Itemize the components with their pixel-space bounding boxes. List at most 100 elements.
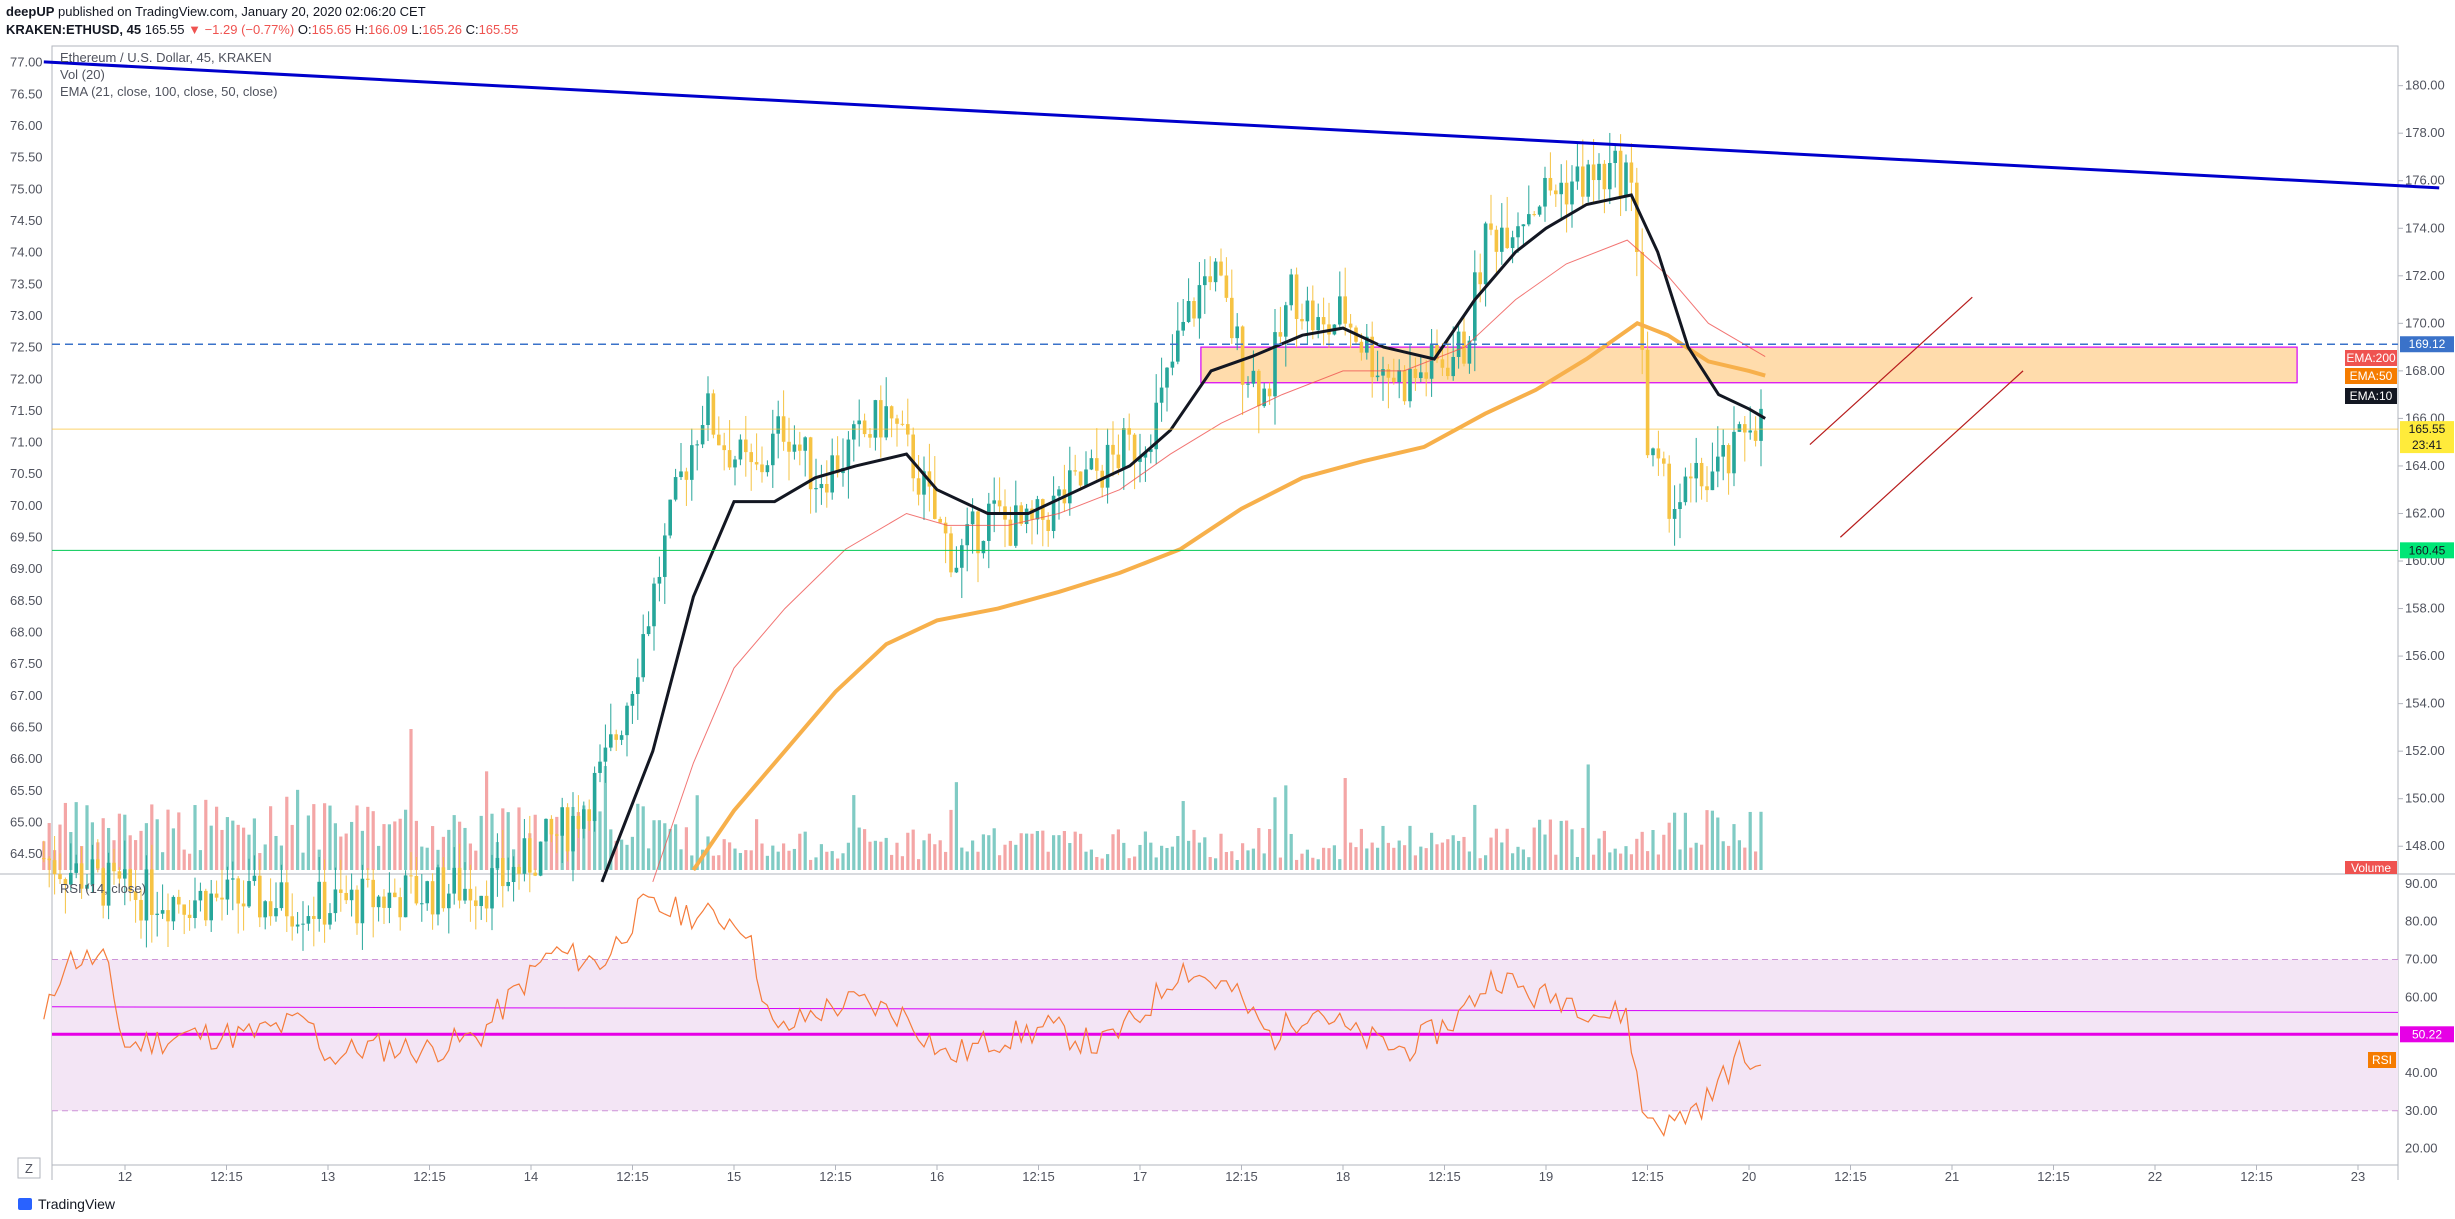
candle-body bbox=[101, 868, 105, 906]
right-price-axis[interactable]: 180.00 178.00 176.00 174.00 172.00 170.00 168.… bbox=[2398, 78, 2445, 854]
candle-body bbox=[231, 878, 235, 880]
volume-bar bbox=[1170, 846, 1174, 870]
candle-body bbox=[555, 834, 559, 836]
footer: TradingView bbox=[18, 1196, 115, 1212]
candle-body bbox=[1451, 356, 1455, 377]
candle-body bbox=[1759, 408, 1763, 441]
time-axis[interactable]: 12 12:15 13 12:15 14 12:15 15 12:15 16 12:15 17 12:… bbox=[118, 1165, 2365, 1184]
candle-body bbox=[241, 903, 246, 907]
candle-body bbox=[1581, 166, 1585, 197]
volume-bar bbox=[879, 841, 883, 870]
volume-bar bbox=[911, 829, 915, 870]
time-axis-tick: 13 bbox=[321, 1169, 335, 1184]
candle-body bbox=[382, 896, 386, 908]
right-axis-tick: 180.00 bbox=[2405, 78, 2445, 93]
volume-bar bbox=[1532, 827, 1536, 870]
z-button[interactable] bbox=[17, 1157, 41, 1179]
time-axis-tick: 12:15 bbox=[819, 1169, 852, 1184]
candle-body bbox=[609, 734, 613, 748]
candle-body bbox=[922, 471, 926, 495]
right-axis-tick: 170.00 bbox=[2405, 315, 2445, 330]
volume-bar bbox=[641, 806, 645, 870]
volume-bar bbox=[798, 833, 802, 870]
candle-body bbox=[1397, 370, 1401, 383]
ema50-tag bbox=[2345, 368, 2397, 384]
volume-bar bbox=[398, 818, 402, 870]
candle-body bbox=[220, 897, 224, 900]
candle-body bbox=[1710, 471, 1715, 491]
volume-bar bbox=[1721, 841, 1725, 870]
volume-bar bbox=[139, 830, 143, 870]
candle-body bbox=[1224, 275, 1229, 298]
volume-bar bbox=[431, 826, 435, 870]
candle-body bbox=[96, 859, 100, 869]
candle-body bbox=[1127, 428, 1131, 435]
candle-body bbox=[1543, 177, 1547, 207]
volume-bar bbox=[350, 821, 354, 870]
candle-body bbox=[1489, 223, 1493, 230]
volume-bar bbox=[992, 828, 996, 870]
candle-body bbox=[1554, 190, 1558, 195]
candle-body bbox=[1165, 367, 1169, 388]
candle-body bbox=[1597, 163, 1601, 181]
candle-body bbox=[1024, 508, 1029, 525]
left-axis-tick: 75.50 bbox=[10, 150, 43, 165]
volume-bar bbox=[1673, 812, 1677, 870]
volume-bar bbox=[852, 795, 856, 870]
candle-body bbox=[738, 439, 743, 460]
publish-header: deepUP published on TradingView.com, Jan… bbox=[6, 4, 426, 19]
left-price-axis[interactable]: 77.00 76.50 76.00 75.50 75.00 74.50 74.00 73.50… bbox=[10, 55, 43, 862]
candle-body bbox=[393, 892, 397, 898]
volume-bar bbox=[290, 824, 294, 870]
ema50-tag-text: EMA:50 bbox=[2350, 369, 2393, 383]
candle-body bbox=[1694, 462, 1698, 479]
volume-bar bbox=[285, 796, 289, 870]
candle-body bbox=[193, 900, 197, 918]
low-value: 165.26 bbox=[422, 22, 462, 37]
candle-body bbox=[960, 545, 964, 568]
volume-bar bbox=[1500, 842, 1504, 870]
brand-text[interactable]: TradingView bbox=[38, 1196, 116, 1212]
candle-body bbox=[1219, 261, 1223, 276]
symbol-label: KRAKEN:ETHUSD, 45 bbox=[6, 22, 142, 37]
rsi-legend: RSI (14, close) bbox=[60, 881, 146, 896]
volume-bar bbox=[1165, 847, 1169, 870]
volume-bar bbox=[371, 811, 375, 870]
volume-bar bbox=[1635, 838, 1639, 870]
candle-body bbox=[258, 875, 262, 918]
volume-bar bbox=[193, 805, 197, 870]
volume-bar bbox=[101, 818, 105, 870]
channel-line-lower[interactable] bbox=[1839, 370, 2024, 538]
candle-body bbox=[1473, 272, 1477, 341]
right-axis-tick: 148.00 bbox=[2405, 838, 2445, 853]
candle-body bbox=[306, 916, 311, 924]
candle-body bbox=[355, 889, 359, 924]
candle-body bbox=[484, 895, 489, 909]
candle-body bbox=[1311, 300, 1315, 331]
low-label: L: bbox=[411, 22, 423, 37]
author-name[interactable]: deepUP bbox=[6, 4, 55, 19]
candle-body bbox=[1737, 424, 1742, 432]
volume-bar bbox=[1214, 858, 1218, 870]
volume-bar bbox=[906, 832, 910, 870]
close-label: C: bbox=[465, 22, 479, 37]
volume-bar bbox=[1003, 844, 1007, 870]
candle-body bbox=[636, 677, 640, 694]
time-axis-tick: 12:15 bbox=[413, 1169, 446, 1184]
candle-body bbox=[862, 420, 867, 435]
candle-body bbox=[808, 437, 813, 490]
volume-bar bbox=[1473, 804, 1477, 870]
candle-body bbox=[1213, 261, 1218, 283]
candle-body bbox=[549, 818, 554, 835]
blue-trendline[interactable] bbox=[43, 60, 2440, 190]
candle-body bbox=[646, 626, 651, 635]
candle-body bbox=[1532, 214, 1536, 216]
candle-body bbox=[1678, 502, 1682, 510]
volume-bar bbox=[1581, 827, 1585, 870]
candle-body bbox=[803, 437, 807, 451]
candle-body bbox=[895, 418, 899, 424]
level-top-tag-text: 169.12 bbox=[2409, 337, 2446, 351]
channel-line-upper[interactable] bbox=[1809, 296, 1973, 445]
